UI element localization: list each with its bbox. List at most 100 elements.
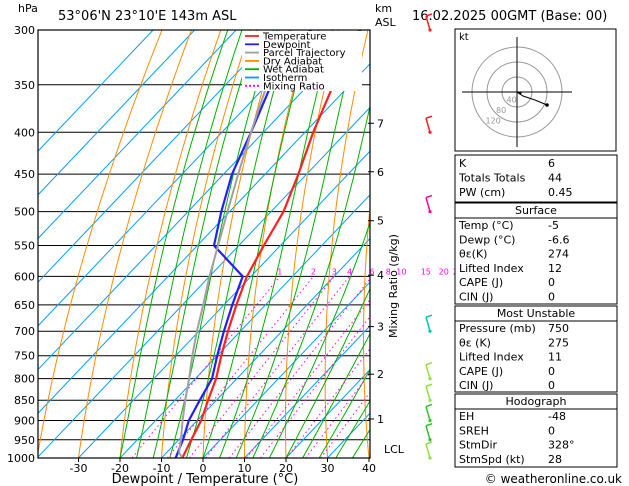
hodograph-ring-label: 40 xyxy=(507,96,517,105)
table-row-label: CIN (J) xyxy=(459,379,493,392)
dry-adiabat-line xyxy=(363,202,370,458)
km-tick-label: 3 xyxy=(377,321,384,334)
isotherm-line xyxy=(38,63,370,414)
legend-item-label: Parcel Trajectory xyxy=(263,48,346,59)
isotherm-line xyxy=(38,30,154,152)
temp-tick-label: 40 xyxy=(362,462,376,475)
pressure-tick-label: 800 xyxy=(14,373,35,386)
legend-item-label: Temperature xyxy=(262,32,326,43)
location-title: 53°06'N 23°10'E 143m ASL xyxy=(58,9,237,24)
dry-adiabat-line xyxy=(78,30,192,458)
km-label: km xyxy=(375,2,392,15)
copyright: © weatheronline.co.uk xyxy=(485,472,622,486)
dry-adiabat-line xyxy=(324,30,369,458)
isotherm-line xyxy=(161,237,370,458)
wet-adiabat-line xyxy=(235,30,359,458)
pressure-tick-label: 300 xyxy=(14,24,35,37)
wind-barb xyxy=(425,443,431,459)
wind-barb xyxy=(425,118,431,133)
isotherm-line xyxy=(202,281,370,458)
table-row-value: 0 xyxy=(548,424,555,437)
indices-box xyxy=(454,154,618,203)
hodograph-kt-label: kt xyxy=(459,32,469,43)
pressure-tick-label: 850 xyxy=(14,394,35,407)
table-row-label: K xyxy=(459,157,467,170)
isotherm-line xyxy=(38,30,320,327)
dry-adiabat-line xyxy=(202,30,281,458)
table-row-value: 0 xyxy=(548,365,555,378)
wind-barb xyxy=(425,386,431,401)
pressure-tick-label: 500 xyxy=(14,206,35,219)
wind-barb xyxy=(425,425,431,440)
dry-adiabat-line xyxy=(119,30,222,458)
wet-adiabat-line xyxy=(335,400,370,458)
wind-barbs xyxy=(425,13,433,460)
isotherm-line xyxy=(38,30,195,196)
table-row-value: -48 xyxy=(548,410,566,423)
plot-background xyxy=(38,30,457,458)
surface-box xyxy=(454,202,618,305)
wind-barb-flag xyxy=(425,441,433,445)
series-temperature xyxy=(181,30,362,458)
pressure-tick-label: 950 xyxy=(14,434,35,447)
table-row-label: PW (cm) xyxy=(459,186,505,199)
table-row-value: -5 xyxy=(548,219,559,232)
wet-adiabat-line xyxy=(185,30,292,458)
wind-barb-flag xyxy=(425,13,433,17)
mixing-ratio-tick-label: 3 xyxy=(332,267,337,276)
wind-barb xyxy=(425,197,431,212)
mixing-ratio-line xyxy=(286,348,370,458)
surface-title: Surface xyxy=(515,204,557,217)
pressure-tick-label: 650 xyxy=(14,299,35,312)
dry-adiabat-line xyxy=(401,30,427,458)
isotherm-line xyxy=(78,150,370,458)
km-tick-label: 5 xyxy=(377,215,384,228)
hpa-label: hPa xyxy=(18,2,38,15)
mixing-ratio-line xyxy=(260,315,370,458)
wet-adiabat-line xyxy=(119,30,229,458)
hodograph-table-title: Hodograph xyxy=(506,395,567,408)
table-row-label: SREH xyxy=(459,424,489,437)
table-row-value: 328° xyxy=(548,439,575,452)
pressure-tick-label: 450 xyxy=(14,168,35,181)
wind-barb-station xyxy=(428,398,432,402)
axes: 3003504004505005506006507007508008509009… xyxy=(7,24,376,475)
wet-adiabat-line xyxy=(268,221,370,458)
table-row-value: 274 xyxy=(548,248,569,261)
isotherm-line xyxy=(38,106,370,458)
wind-barb-flag xyxy=(425,194,433,199)
wind-barb-flag xyxy=(425,361,433,366)
pressure-tick-label: 750 xyxy=(14,350,35,363)
table-row-label: CAPE (J) xyxy=(459,276,503,289)
hodograph-ring-label: 120 xyxy=(486,117,501,126)
most-unstable-box xyxy=(454,305,618,393)
hodograph-point xyxy=(518,91,522,95)
km-tick-label: 6 xyxy=(377,166,384,179)
km-tick-label: 7 xyxy=(377,117,384,130)
wind-barb-station xyxy=(428,329,432,333)
temp-tick-label: 20 xyxy=(279,462,293,475)
wind-barb-station xyxy=(428,28,432,32)
pressure-tick-label: 900 xyxy=(14,415,35,428)
temp-tick-label: -30 xyxy=(70,462,88,475)
table-row-value: 6 xyxy=(548,157,555,170)
isotherm-line xyxy=(38,30,237,240)
mixing-ratio-tick-label: 20 xyxy=(439,267,449,276)
dry-adiabat-line xyxy=(437,30,457,458)
table-row-label: EH xyxy=(459,410,474,423)
table-row-label: θε (K) xyxy=(459,336,491,349)
table-row-label: CAPE (J) xyxy=(459,365,503,378)
km-tick-label: 2 xyxy=(377,368,384,381)
series-parcel-trajectory xyxy=(178,30,291,458)
table-row-label: Pressure (mb) xyxy=(459,322,536,335)
isotherm-line xyxy=(38,30,278,283)
mixing-ratio-line xyxy=(205,276,350,458)
table-row-value: 11 xyxy=(548,351,562,364)
wind-barb-station xyxy=(428,209,432,214)
pressure-tick-label: 350 xyxy=(14,79,35,92)
table-row-label: Lifted Index xyxy=(459,262,524,275)
